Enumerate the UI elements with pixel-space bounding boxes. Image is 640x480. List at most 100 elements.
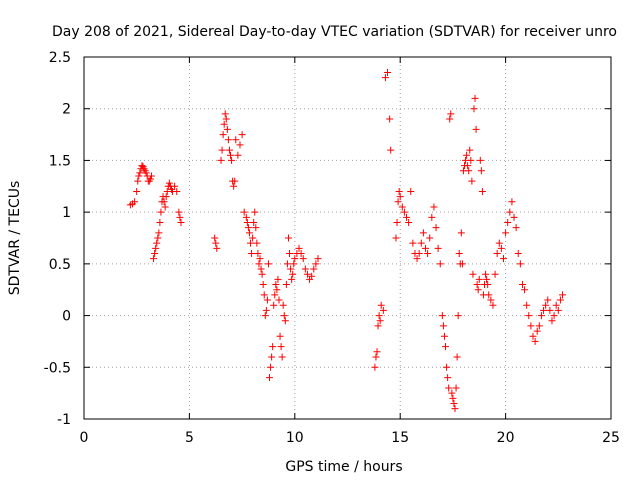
data-point [381, 74, 389, 82]
x-tick-label: 15 [391, 430, 409, 446]
chart-title: Day 208 of 2021, Sidereal Day-to-day VTE… [52, 24, 617, 40]
data-point [527, 322, 535, 330]
data-point [255, 260, 263, 268]
data-point [400, 208, 408, 216]
data-point [446, 115, 454, 123]
y-axis-title: SDTVAR / TECUs [7, 181, 23, 296]
data-point [430, 203, 438, 211]
data-point [236, 141, 244, 149]
data-point [542, 301, 550, 309]
data-point [297, 250, 305, 258]
data-point [303, 270, 311, 278]
data-point [491, 270, 499, 278]
data-point [556, 296, 564, 304]
data-point [222, 115, 230, 123]
data-point [259, 281, 267, 289]
data-point [161, 203, 169, 211]
data-point [240, 208, 248, 216]
data-point [277, 343, 285, 351]
y-tick-label: 1.5 [49, 153, 71, 169]
data-point [550, 312, 558, 320]
data-point [387, 146, 395, 154]
data-point [284, 234, 292, 242]
data-point [529, 332, 537, 340]
data-point [287, 265, 295, 273]
data-point [495, 239, 503, 247]
plot-frame [83, 56, 612, 420]
data-point [455, 250, 463, 258]
data-point [266, 374, 274, 382]
data-point [482, 270, 490, 278]
data-point [467, 156, 475, 164]
data-point [251, 208, 259, 216]
data-point [440, 332, 448, 340]
data-point [225, 146, 233, 154]
data-point [426, 234, 434, 242]
data-point [371, 363, 379, 371]
data-point [220, 120, 228, 128]
data-point [506, 208, 514, 216]
data-point [234, 151, 242, 159]
data-point [470, 105, 478, 113]
data-point [228, 156, 236, 164]
data-point [151, 250, 159, 258]
x-tick-label: 20 [497, 430, 515, 446]
data-point [516, 260, 524, 268]
data-point [396, 193, 404, 201]
data-point [510, 213, 518, 221]
data-point [230, 182, 238, 190]
data-point [471, 94, 479, 102]
data-point [472, 125, 480, 133]
data-point [223, 125, 231, 133]
data-point [131, 198, 139, 206]
data-point [238, 131, 246, 139]
data-point [379, 306, 387, 314]
data-point [253, 239, 261, 247]
data-point [413, 255, 421, 263]
data-point [264, 260, 272, 268]
data-point [290, 260, 298, 268]
data-point [219, 131, 227, 139]
data-point [152, 244, 160, 252]
data-point [449, 394, 457, 402]
data-point [453, 353, 461, 361]
data-point [398, 203, 406, 211]
data-point [386, 115, 394, 123]
x-tick-label: 5 [185, 430, 194, 446]
data-point [242, 213, 250, 221]
data-point [376, 317, 384, 325]
data-point [281, 317, 289, 325]
data-point [469, 270, 477, 278]
data-point [243, 218, 251, 226]
data-point [537, 312, 545, 320]
y-tick-label: 0.5 [49, 257, 71, 273]
data-point [452, 384, 460, 392]
data-point [405, 218, 413, 226]
x-tick-label: 0 [80, 430, 89, 446]
data-point [559, 291, 567, 299]
data-point [262, 306, 270, 314]
data-point [450, 399, 458, 407]
data-point [483, 275, 491, 283]
data-point [133, 187, 141, 195]
data-point [518, 281, 526, 289]
data-point [271, 291, 279, 299]
data-point [257, 265, 265, 273]
data-point [260, 291, 268, 299]
data-point [432, 224, 440, 232]
data-point [312, 260, 320, 268]
data-point [465, 167, 473, 175]
data-point [258, 270, 266, 278]
data-point [162, 193, 170, 201]
data-point [447, 110, 455, 118]
data-point [487, 296, 495, 304]
data-point [268, 353, 276, 361]
data-point [375, 312, 383, 320]
data-point [489, 301, 497, 309]
data-point [434, 244, 442, 252]
data-point [442, 343, 450, 351]
data-point [301, 265, 309, 273]
data-point [157, 208, 165, 216]
data-point [474, 286, 482, 294]
data-point [269, 343, 277, 351]
